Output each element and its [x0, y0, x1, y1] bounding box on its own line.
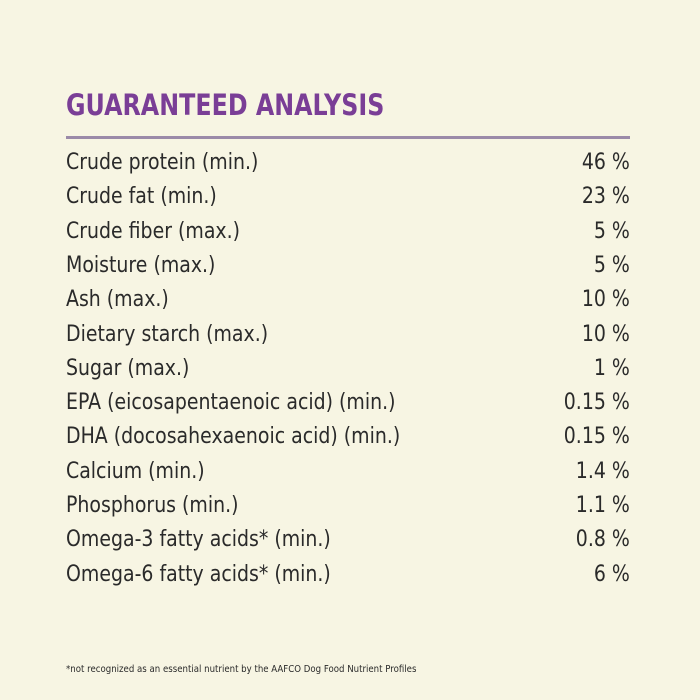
- nutrient-value: 5 %: [593, 252, 630, 278]
- nutrient-value: 0.8 %: [575, 527, 630, 553]
- nutrient-label: Crude fat (min.): [66, 184, 217, 210]
- nutrient-value: 5 %: [593, 218, 630, 244]
- nutrient-value: 0.15 %: [563, 424, 630, 450]
- nutrient-label: Moisture (max.): [66, 252, 216, 278]
- table-row: Crude fat (min.) 23 %: [66, 184, 630, 218]
- footnote: *not recognized as an essential nutrient…: [66, 664, 417, 675]
- table-row: Calcium (min.) 1.4 %: [66, 459, 630, 493]
- nutrient-value: 1.4 %: [575, 458, 630, 484]
- nutrient-value: 46 %: [581, 150, 630, 175]
- table-row: Omega-6 fatty acids* (min.) 6 %: [66, 562, 630, 596]
- nutrient-label: Calcium (min.): [66, 458, 205, 484]
- nutrient-label: Omega-6 fatty acids* (min.): [66, 561, 331, 587]
- nutrient-label: Ash (max.): [66, 287, 169, 313]
- nutrient-value: 10 %: [581, 287, 630, 313]
- nutrient-label: Phosphorus (min.): [66, 493, 239, 518]
- nutrient-label: DHA (docosahexaenoic acid) (min.): [66, 424, 401, 450]
- nutrient-value: 1.1 %: [575, 493, 630, 518]
- nutrient-label: Crude fiber (max.): [66, 218, 241, 244]
- table-row: Moisture (max.) 5 %: [66, 253, 630, 287]
- nutrient-label: Dietary starch (max.): [66, 321, 269, 347]
- table-row: Dietary starch (max.) 10 %: [66, 322, 630, 356]
- table-row: Sugar (max.) 1 %: [66, 356, 630, 390]
- nutrient-label: Sugar (max.): [66, 355, 190, 381]
- title: GUARANTEED ANALYSIS: [66, 88, 385, 122]
- table-row: DHA (docosahexaenoic acid) (min.) 0.15 %: [66, 424, 630, 458]
- nutrient-value: 10 %: [581, 321, 630, 347]
- nutrient-value: 6 %: [593, 561, 630, 587]
- nutrient-value: 23 %: [581, 184, 630, 210]
- table-row: Ash (max.) 10 %: [66, 287, 630, 321]
- nutrient-value: 1 %: [593, 355, 630, 381]
- table-row: EPA (eicosapentaenoic acid) (min.) 0.15 %: [66, 390, 630, 424]
- nutrient-value: 0.15 %: [563, 390, 630, 416]
- nutrient-label: Crude protein (min.): [66, 150, 259, 175]
- nutrient-label: EPA (eicosapentaenoic acid) (min.): [66, 390, 396, 416]
- table-row: Phosphorus (min.) 1.1 %: [66, 493, 630, 527]
- table-row: Crude fiber (max.) 5 %: [66, 219, 630, 253]
- nutrient-label: Omega-3 fatty acids* (min.): [66, 527, 331, 553]
- table-row: Omega-3 fatty acids* (min.) 0.8 %: [66, 527, 630, 561]
- table-row: Crude protein (min.) 46 %: [66, 150, 630, 184]
- title-rule: [66, 136, 630, 139]
